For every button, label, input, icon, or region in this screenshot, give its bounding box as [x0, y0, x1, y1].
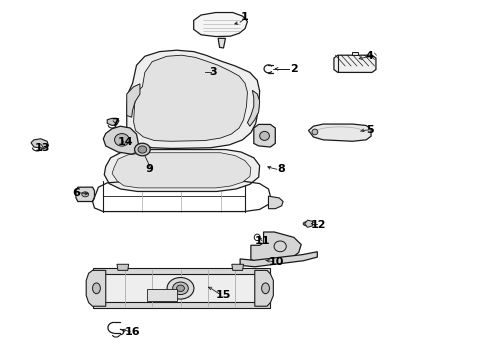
Text: 16: 16	[125, 327, 141, 337]
Polygon shape	[103, 126, 139, 154]
Polygon shape	[31, 139, 49, 148]
Ellipse shape	[167, 278, 194, 299]
Polygon shape	[254, 125, 275, 147]
Text: 9: 9	[146, 164, 154, 174]
Bar	[93, 302, 270, 309]
Ellipse shape	[82, 192, 89, 197]
Polygon shape	[194, 13, 247, 37]
Polygon shape	[117, 264, 129, 270]
Polygon shape	[127, 50, 260, 148]
Polygon shape	[86, 270, 106, 306]
Polygon shape	[305, 220, 313, 227]
Ellipse shape	[172, 282, 188, 294]
Text: 3: 3	[209, 67, 217, 77]
Polygon shape	[190, 65, 213, 80]
Polygon shape	[134, 55, 247, 141]
Bar	[93, 267, 270, 274]
Polygon shape	[351, 51, 358, 55]
Text: 5: 5	[366, 125, 373, 135]
Polygon shape	[127, 84, 140, 117]
Text: 2: 2	[290, 64, 298, 74]
Text: 11: 11	[254, 236, 270, 246]
Polygon shape	[269, 196, 283, 209]
Polygon shape	[240, 252, 318, 267]
Polygon shape	[76, 187, 95, 202]
Ellipse shape	[303, 222, 312, 226]
Ellipse shape	[115, 134, 129, 146]
Ellipse shape	[176, 285, 184, 292]
Ellipse shape	[312, 129, 318, 135]
Text: 6: 6	[73, 188, 80, 198]
Polygon shape	[104, 149, 260, 192]
Polygon shape	[251, 232, 301, 262]
Ellipse shape	[138, 146, 147, 153]
Polygon shape	[334, 55, 376, 72]
Text: 4: 4	[366, 51, 373, 61]
Polygon shape	[107, 118, 119, 126]
Text: 10: 10	[269, 257, 285, 267]
Polygon shape	[112, 153, 251, 188]
Text: 8: 8	[278, 164, 286, 174]
Text: 1: 1	[241, 12, 249, 22]
Ellipse shape	[204, 71, 209, 74]
Ellipse shape	[93, 283, 100, 294]
Text: 7: 7	[112, 118, 120, 128]
Polygon shape	[247, 90, 260, 126]
Bar	[147, 289, 176, 301]
Ellipse shape	[135, 143, 150, 156]
Polygon shape	[232, 264, 244, 270]
Polygon shape	[309, 124, 371, 141]
Ellipse shape	[262, 283, 270, 294]
Polygon shape	[255, 270, 273, 306]
Text: 12: 12	[311, 220, 326, 230]
Polygon shape	[218, 39, 225, 48]
Text: 15: 15	[215, 290, 231, 300]
Polygon shape	[93, 270, 270, 306]
Text: 13: 13	[34, 143, 50, 153]
Ellipse shape	[194, 71, 198, 74]
Text: 14: 14	[118, 138, 133, 147]
Ellipse shape	[260, 131, 270, 140]
